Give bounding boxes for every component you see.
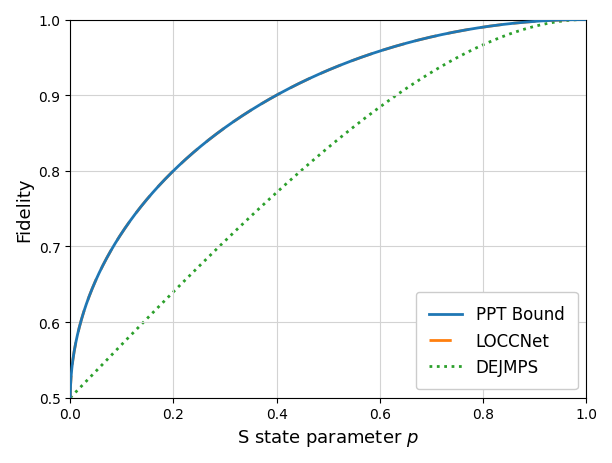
LOCCNet <box>318 71 325 77</box>
Y-axis label: Fidelity: Fidelity <box>15 177 33 241</box>
DEJMPS <box>583 18 590 23</box>
DEJMPS <box>304 163 311 169</box>
Line: PPT Bound: PPT Bound <box>70 20 586 398</box>
DEJMPS <box>318 151 325 157</box>
LOCCNet <box>567 18 575 24</box>
DEJMPS <box>93 368 100 374</box>
LOCCNet <box>304 77 311 83</box>
X-axis label: S state parameter $p$: S state parameter $p$ <box>237 427 419 448</box>
DEJMPS <box>67 395 74 400</box>
DEJMPS <box>567 19 575 24</box>
Line: DEJMPS: DEJMPS <box>70 20 586 398</box>
PPT Bound <box>472 26 480 32</box>
LOCCNet <box>67 395 74 400</box>
LOCCNet <box>567 18 575 24</box>
Legend: PPT Bound, LOCCNet, DEJMPS: PPT Bound, LOCCNet, DEJMPS <box>416 293 578 389</box>
PPT Bound <box>567 18 575 24</box>
LOCCNet <box>472 26 480 32</box>
PPT Bound <box>67 395 74 400</box>
Line: LOCCNet: LOCCNet <box>70 20 586 398</box>
PPT Bound <box>318 71 325 77</box>
DEJMPS <box>567 19 575 24</box>
PPT Bound <box>304 77 311 83</box>
DEJMPS <box>472 46 480 51</box>
PPT Bound <box>567 18 575 24</box>
LOCCNet <box>93 276 100 282</box>
PPT Bound <box>583 18 590 23</box>
PPT Bound <box>93 276 100 282</box>
LOCCNet <box>583 18 590 23</box>
